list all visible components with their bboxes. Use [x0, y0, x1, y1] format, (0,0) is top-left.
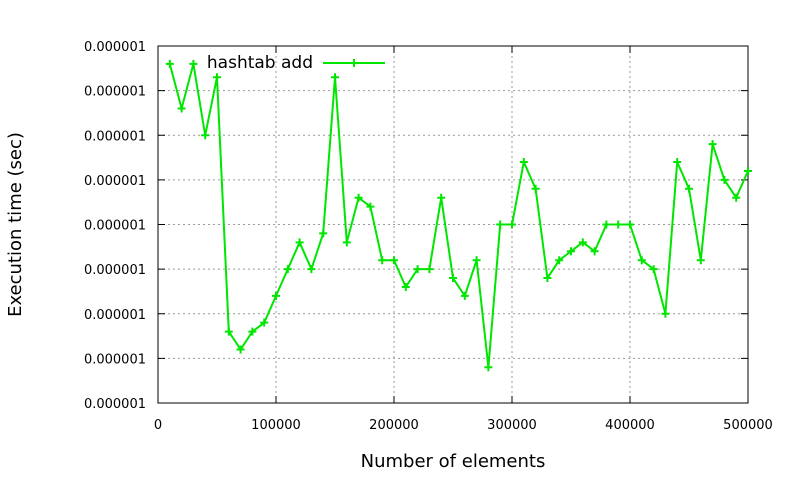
data-point [331, 73, 339, 82]
data-point [708, 140, 717, 149]
data-point [449, 274, 457, 283]
data-point [602, 220, 611, 229]
x-tick-label: 500000 [723, 418, 773, 433]
x-tick-label: 400000 [605, 418, 655, 433]
grid [158, 46, 748, 403]
data-point [661, 309, 670, 318]
data-point [555, 256, 564, 265]
data-point [614, 220, 623, 229]
data-point [508, 220, 516, 229]
y-tick-label: 0.000001 [84, 352, 146, 367]
data-point [272, 291, 280, 300]
data-point [531, 184, 540, 193]
data-point [732, 193, 741, 202]
data-point [401, 282, 410, 291]
y-tick-label: 0.000001 [84, 308, 146, 323]
data-point [543, 274, 552, 283]
axes: 0 100000 200000 300000 400000 500000 0.000001 0… [84, 40, 773, 433]
data-point [224, 327, 233, 336]
x-tick-label: 200000 [369, 418, 419, 433]
y-tick-label: 0.000001 [84, 174, 146, 189]
y-tick-label: 0.000001 [84, 129, 146, 144]
data-point [472, 256, 481, 265]
y-tick-label: 0.000001 [84, 397, 146, 412]
data-point [189, 59, 198, 68]
data-point [248, 327, 257, 336]
data-point [378, 256, 387, 265]
legend-entry-marker [350, 59, 358, 67]
x-tick-label: 100000 [251, 418, 301, 433]
data-point [484, 363, 493, 372]
data-point [283, 265, 292, 274]
data-point [177, 104, 186, 113]
data-point [567, 247, 575, 256]
series-layer [165, 59, 752, 372]
data-point [354, 193, 363, 202]
x-tick-label: 300000 [487, 418, 537, 433]
legend: hashtab add [207, 53, 385, 73]
x-axis-label: Number of elements [361, 451, 546, 472]
data-point [413, 265, 422, 274]
data-point [696, 256, 705, 265]
series-line [168, 63, 749, 368]
legend-entry-label: hashtab add [207, 53, 313, 73]
data-point [425, 265, 434, 274]
y-tick-label: 0.000001 [84, 263, 146, 278]
y-axis-label: Execution time (sec) [5, 132, 26, 317]
data-point [626, 220, 634, 229]
data-point [496, 220, 505, 229]
data-point [637, 256, 646, 265]
data-point [437, 193, 446, 202]
data-point [744, 166, 752, 175]
data-point [260, 318, 269, 327]
data-point [236, 345, 245, 354]
data-point [295, 238, 304, 247]
data-point [165, 59, 174, 68]
x-tick-label: 0 [154, 418, 162, 433]
data-point [342, 238, 351, 247]
data-point [720, 175, 729, 184]
data-point [307, 265, 316, 274]
data-point [590, 247, 599, 256]
data-point [685, 184, 693, 193]
y-tick-label: 0.000001 [84, 40, 146, 55]
data-point [519, 158, 528, 167]
data-point [213, 73, 221, 82]
y-tick-label: 0.000001 [84, 219, 146, 234]
data-point [201, 131, 210, 140]
data-point [673, 158, 682, 167]
data-point [460, 291, 469, 300]
data-point [390, 256, 398, 265]
data-point [366, 202, 375, 211]
data-point [578, 238, 587, 247]
data-point [649, 265, 658, 274]
data-point [319, 229, 328, 238]
y-tick-label: 0.000001 [84, 85, 146, 100]
